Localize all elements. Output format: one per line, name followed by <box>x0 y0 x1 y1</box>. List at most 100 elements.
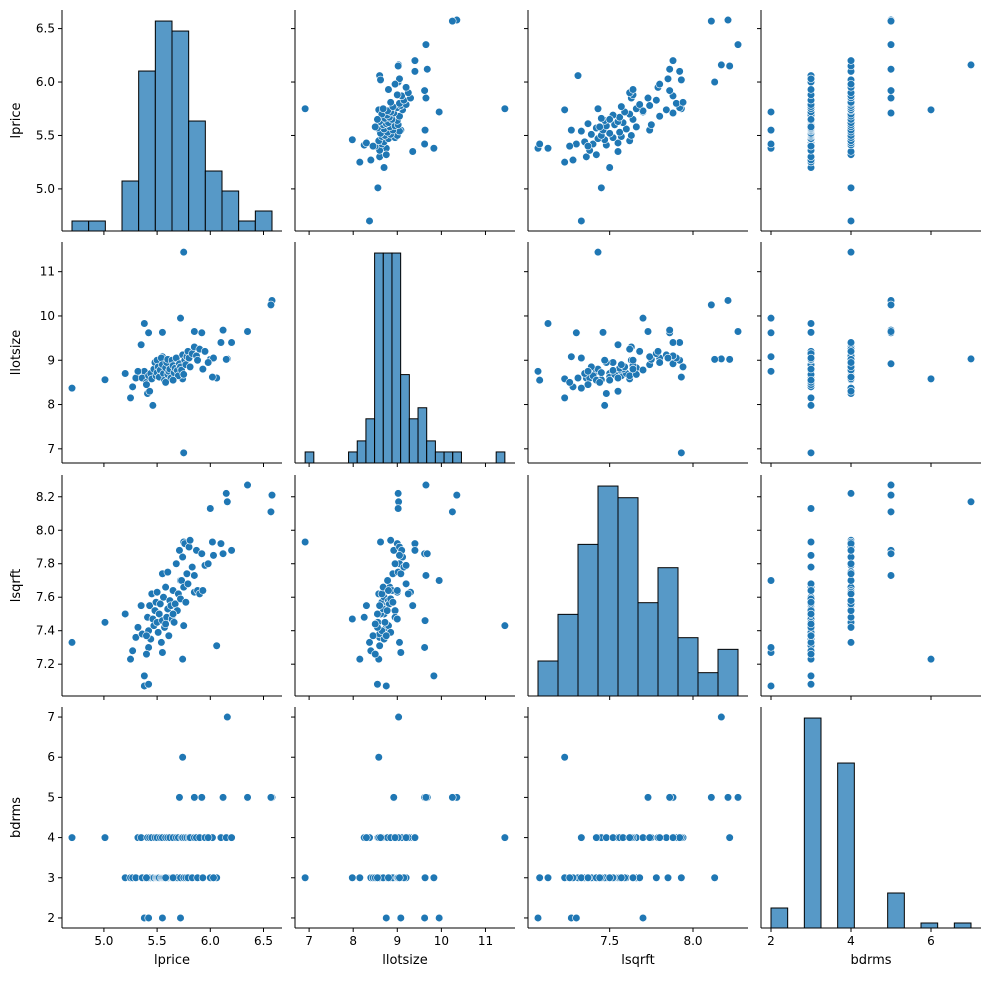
scatter-point <box>655 358 664 367</box>
scatter-point <box>622 124 631 134</box>
scatter-point <box>806 376 816 385</box>
scatter-point <box>420 139 429 149</box>
scatter-point <box>402 561 411 570</box>
scatter-point <box>707 17 716 26</box>
scatter-point <box>382 681 391 691</box>
scatter-point <box>373 115 382 124</box>
scatter-point <box>643 327 653 336</box>
histogram-bar <box>154 20 173 232</box>
scatter-point <box>766 352 776 361</box>
scatter-point <box>543 873 553 882</box>
scatter-point <box>301 537 310 547</box>
scatter-point <box>725 355 734 364</box>
scatter-point <box>148 401 157 410</box>
histogram-bar <box>221 190 240 232</box>
scatter-point <box>583 380 593 389</box>
scatter-point <box>371 650 380 659</box>
scatter-point <box>126 393 135 402</box>
y-tick-label: 6.0 <box>36 75 55 89</box>
scatter-point <box>172 559 181 568</box>
scatter-point <box>592 150 601 159</box>
scatter-point <box>362 138 371 148</box>
scatter-point <box>156 599 165 609</box>
scatter-point <box>846 216 856 226</box>
scatter-point <box>348 614 357 624</box>
scatter-point <box>806 328 816 337</box>
scatter-point <box>193 356 202 365</box>
scatter-point <box>613 138 623 148</box>
scatter-point <box>628 356 638 365</box>
scatter-point <box>393 90 402 99</box>
scatter-point <box>176 913 185 923</box>
panel-llotsize-vs-lprice: 7 8 9 10 11 llotsize <box>9 242 282 467</box>
y-tick-label: 7.2 <box>36 657 55 671</box>
scatter-point <box>926 105 936 114</box>
histogram-bar <box>657 567 679 697</box>
histogram-bar <box>374 252 384 464</box>
scatter-point <box>181 598 190 607</box>
scatter-point <box>121 369 130 378</box>
y-axis-label: bdrms <box>9 797 24 838</box>
scatter-point <box>198 365 207 374</box>
scatter-point <box>806 631 816 640</box>
scatter-point <box>886 65 896 74</box>
scatter-point <box>766 107 776 117</box>
y-tick-label: 7 <box>47 442 55 456</box>
scatter-point <box>266 300 276 309</box>
scatter-point <box>600 356 609 365</box>
scatter-point <box>806 365 816 374</box>
scatter-point <box>560 753 569 762</box>
histogram-bar <box>71 220 90 232</box>
scatter-point <box>395 638 404 647</box>
scatter-point <box>733 793 743 802</box>
scatter-point <box>806 142 816 151</box>
scatter-point <box>628 873 638 882</box>
panel-lsqrft-vs-bdrms <box>757 475 981 700</box>
scatter-point <box>533 913 543 923</box>
scatter-point <box>846 338 856 347</box>
scatter-point <box>144 913 153 923</box>
scatter-point <box>886 108 896 118</box>
histogram-bar <box>697 672 719 697</box>
scatter-point <box>366 155 375 165</box>
scatter-point <box>164 631 173 640</box>
scatter-point <box>647 120 656 129</box>
scatter-point <box>218 793 228 802</box>
y-tick-label: 5.5 <box>36 128 55 142</box>
scatter-point <box>157 638 166 647</box>
scatter-point <box>183 579 193 588</box>
histogram-bar <box>837 762 855 929</box>
scatter-point <box>625 345 634 354</box>
scatter-point <box>365 216 374 226</box>
scatter-point <box>371 122 380 132</box>
x-tick-label: 2 <box>767 934 775 948</box>
panel-lprice-vs-lprice: 5.0 5.5 6.0 6.5 lprice <box>9 10 282 235</box>
scatter-point <box>121 609 130 619</box>
scatter-point <box>137 340 146 349</box>
scatter-point <box>886 93 896 103</box>
y-tick-label: 7.6 <box>36 590 55 604</box>
scatter-point <box>188 562 197 572</box>
scatter-point <box>593 104 603 113</box>
scatter-point <box>142 380 151 389</box>
scatter-point <box>886 327 896 336</box>
scatter-point <box>632 122 641 132</box>
scatter-point <box>806 115 816 124</box>
scatter-point <box>966 60 976 70</box>
scatter-point <box>384 85 393 94</box>
scatter-point <box>710 77 719 87</box>
histogram-bar <box>434 451 445 464</box>
scatter-point <box>806 680 816 689</box>
scatter-point <box>421 793 431 802</box>
panel-bdrms-vs-lprice: 5.0 5.5 6.0 6.5 2 3 4 5 6 7 lprice bdrms <box>9 707 282 968</box>
panel-lsqrft-vs-lprice: 7.2 7.4 7.6 7.8 8.0 8.2 lsqrft <box>9 475 282 700</box>
scatter-point <box>142 631 151 640</box>
scatter-point <box>376 537 385 547</box>
scatter-point <box>100 375 110 384</box>
scatter-point <box>806 609 816 619</box>
scatter-point <box>723 296 733 305</box>
scatter-point <box>806 353 816 363</box>
scatter-point <box>179 621 188 630</box>
scatter-point <box>393 614 402 624</box>
scatter-point <box>806 619 816 629</box>
